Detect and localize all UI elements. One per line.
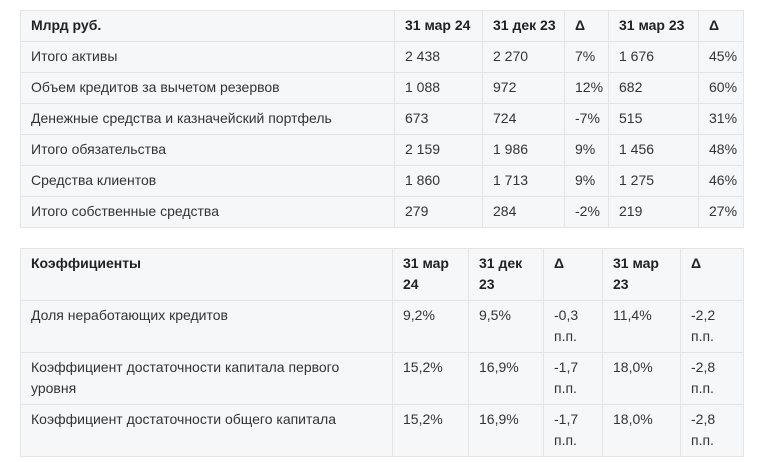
cell-delta: 45% xyxy=(698,41,744,73)
balance-header-row: Млрд руб. 31 мар 24 31 дек 23 Δ 31 мар 2… xyxy=(20,10,744,42)
table-row-npl-share: Доля неработающих кредитов 9,2% 9,5% -0,… xyxy=(20,300,744,353)
cell-delta: 9% xyxy=(564,134,609,166)
cell-delta: 7% xyxy=(564,41,609,73)
col-header-31-mar-24: 31 мар 24 xyxy=(392,248,469,301)
cell-value: 16,9% xyxy=(468,352,544,405)
cell-delta: 9% xyxy=(564,165,609,197)
cell-value: 724 xyxy=(482,103,565,135)
cell-value: 279 xyxy=(394,196,483,228)
cell-value: 1 088 xyxy=(394,72,483,104)
table-row-total-liabilities: Итого обязательства 2 159 1 986 9% 1 456… xyxy=(20,134,744,166)
cell-delta: 27% xyxy=(698,196,744,228)
cell-delta: -2,8 п.п. xyxy=(680,404,744,457)
table-row-tier1-capital: Коэффициент достаточности капитала перво… xyxy=(20,352,744,405)
cell-value: 1 676 xyxy=(608,41,699,73)
cell-value: 18,0% xyxy=(602,352,681,405)
table-row-total-capital: Коэффициент достаточности общего капитал… xyxy=(20,404,744,457)
cell-value: 9,5% xyxy=(468,300,544,353)
cell-value: 284 xyxy=(482,196,565,228)
cell-delta: 12% xyxy=(564,72,609,104)
row-label: Доля неработающих кредитов xyxy=(20,300,393,353)
table-row-customer-funds: Средства клиентов 1 860 1 713 9% 1 275 4… xyxy=(20,165,744,197)
cell-value: 2 159 xyxy=(394,134,483,166)
cell-value: 18,0% xyxy=(602,404,681,457)
ratios-header-row: Коэффициенты 31 мар 24 31 дек 23 Δ 31 ма… xyxy=(20,248,744,301)
cell-delta: -1,7 п.п. xyxy=(543,404,603,457)
balance-table: Млрд руб. 31 мар 24 31 дек 23 Δ 31 мар 2… xyxy=(20,10,744,228)
cell-delta: 48% xyxy=(698,134,744,166)
cell-delta: 46% xyxy=(698,165,744,197)
cell-value: 2 438 xyxy=(394,41,483,73)
cell-delta: -0,3 п.п. xyxy=(543,300,603,353)
cell-delta: 60% xyxy=(698,72,744,104)
cell-value: 673 xyxy=(394,103,483,135)
cell-delta: -2,2 п.п. xyxy=(680,300,744,353)
table-row-total-assets: Итого активы 2 438 2 270 7% 1 676 45% xyxy=(20,41,744,73)
row-label: Средства клиентов xyxy=(20,165,395,197)
col-header-delta-1: Δ xyxy=(564,10,609,42)
cell-value: 2 270 xyxy=(482,41,565,73)
cell-value: 9,2% xyxy=(392,300,469,353)
col-header-31-dec-23: 31 дек 23 xyxy=(468,248,544,301)
cell-value: 15,2% xyxy=(392,352,469,405)
cell-delta: -2% xyxy=(564,196,609,228)
cell-delta: -2,8 п.п. xyxy=(680,352,744,405)
col-header-delta-2: Δ xyxy=(680,248,744,301)
cell-value: 11,4% xyxy=(602,300,681,353)
row-label: Коэффициент достаточности капитала перво… xyxy=(20,352,393,405)
cell-value: 972 xyxy=(482,72,565,104)
cell-value: 515 xyxy=(608,103,699,135)
col-header-units: Млрд руб. xyxy=(20,10,395,42)
col-header-31-mar-23: 31 мар 23 xyxy=(608,10,699,42)
table-row-net-loans: Объем кредитов за вычетом резервов 1 088… xyxy=(20,72,744,104)
cell-value: 16,9% xyxy=(468,404,544,457)
table-row-cash-treasury: Денежные средства и казначейский портфел… xyxy=(20,103,744,135)
col-header-31-mar-23: 31 мар 23 xyxy=(602,248,681,301)
cell-value: 682 xyxy=(608,72,699,104)
col-header-ratios: Коэффициенты xyxy=(20,248,393,301)
row-label: Итого активы xyxy=(20,41,395,73)
cell-value: 1 860 xyxy=(394,165,483,197)
cell-value: 1 275 xyxy=(608,165,699,197)
cell-delta: 31% xyxy=(698,103,744,135)
row-label: Коэффициент достаточности общего капитал… xyxy=(20,404,393,457)
col-header-delta-1: Δ xyxy=(543,248,603,301)
cell-value: 15,2% xyxy=(392,404,469,457)
cell-value: 1 986 xyxy=(482,134,565,166)
table-row-total-equity: Итого собственные средства 279 284 -2% 2… xyxy=(20,196,744,228)
cell-delta: -1,7 п.п. xyxy=(543,352,603,405)
row-label: Итого собственные средства xyxy=(20,196,395,228)
row-label: Объем кредитов за вычетом резервов xyxy=(20,72,395,104)
col-header-delta-2: Δ xyxy=(698,10,744,42)
cell-delta: -7% xyxy=(564,103,609,135)
row-label: Денежные средства и казначейский портфел… xyxy=(20,103,395,135)
cell-value: 1 713 xyxy=(482,165,565,197)
col-header-31-mar-24: 31 мар 24 xyxy=(394,10,483,42)
cell-value: 219 xyxy=(608,196,699,228)
row-label: Итого обязательства xyxy=(20,134,395,166)
col-header-31-dec-23: 31 дек 23 xyxy=(482,10,565,42)
cell-value: 1 456 xyxy=(608,134,699,166)
ratios-table: Коэффициенты 31 мар 24 31 дек 23 Δ 31 ма… xyxy=(20,248,744,457)
